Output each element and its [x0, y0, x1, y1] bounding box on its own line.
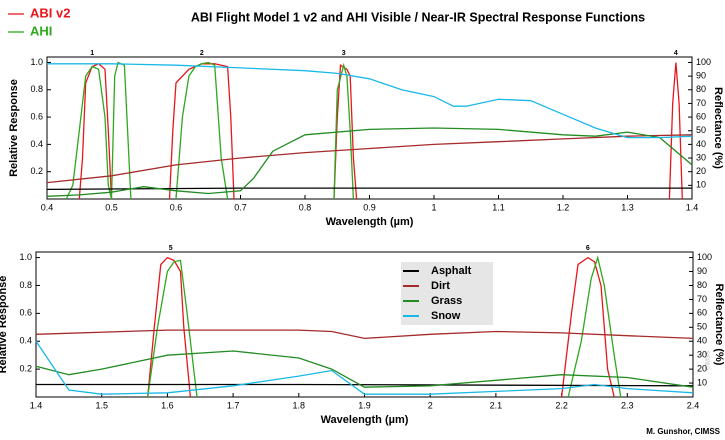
x-tick-label: 1.8: [293, 400, 306, 410]
chart-title: ABI Flight Model 1 v2 and AHI Visible / …: [191, 10, 645, 24]
y-tick-label: 0.2: [30, 166, 43, 176]
legend-label: ABI v2: [30, 5, 70, 20]
x-tick-label: 0.7: [234, 202, 247, 212]
series-line: [46, 187, 692, 191]
x-tick-label: 2.4: [687, 400, 700, 410]
legend-label: AHI: [30, 23, 52, 38]
x-tick-label: 1.9: [358, 400, 371, 410]
series-line: [46, 127, 693, 197]
series-line: [147, 256, 192, 398]
series-line: [78, 63, 113, 200]
y2-tick-label: 50: [696, 125, 706, 135]
legend-label: Grass: [431, 295, 462, 307]
y2-tick-label: 100: [697, 252, 712, 262]
y2-tick-label: 50: [697, 322, 707, 332]
y-tick-label: 0.8: [19, 280, 32, 290]
x-tick-label: 0.8: [299, 202, 312, 212]
x-axis-label: Wavelength (µm): [326, 216, 414, 228]
series-line: [35, 350, 694, 388]
x-tick-label: 0.4: [41, 202, 54, 212]
x-tick-label: 1.5: [95, 400, 108, 410]
series-line: [65, 65, 113, 200]
x-tick-label: 1.4: [30, 400, 43, 410]
y-axis-label: Relative Response: [8, 79, 20, 177]
band-number: 5: [169, 245, 173, 252]
y2-axis-label: Reflectance (%): [713, 284, 725, 366]
series-line: [35, 329, 694, 340]
x-tick-label: 1.1: [492, 202, 505, 212]
y2-tick-label: 20: [696, 166, 706, 176]
series-line: [668, 62, 683, 200]
y2-tick-label: 30: [696, 152, 706, 162]
x-tick-label: 2: [428, 400, 433, 410]
series-line: [47, 63, 693, 139]
series-line: [333, 64, 358, 200]
series-line: [35, 340, 694, 395]
x-tick-label: 1.6: [161, 400, 174, 410]
y-tick-label: 0.4: [30, 139, 43, 149]
band-number: 2: [200, 50, 204, 57]
x-tick-label: 0.5: [105, 202, 118, 212]
x-tick-label: 2.2: [555, 400, 568, 410]
y2-tick-label: 90: [696, 70, 706, 80]
y2-tick-label: 100: [696, 57, 711, 67]
y-axis-label: Relative Response: [0, 276, 9, 374]
y2-tick-label: 80: [696, 84, 706, 94]
band-number: 3: [342, 50, 346, 57]
x-tick-label: 1.3: [621, 202, 634, 212]
y2-tick-label: 80: [697, 280, 707, 290]
y-tick-label: 0.6: [19, 308, 32, 318]
x-tick-label: 1: [431, 202, 436, 212]
x-tick-label: 1.4: [686, 202, 699, 212]
x-tick-label: 2.3: [621, 400, 634, 410]
legend-label: Asphalt: [431, 265, 472, 277]
series-line: [333, 62, 355, 200]
series-line: [175, 61, 229, 200]
y2-tick-label: 40: [697, 336, 707, 346]
y-tick-label: 1.0: [19, 252, 32, 262]
series-line: [560, 256, 615, 398]
x-tick-label: 1.2: [557, 202, 570, 212]
y2-axis-label: Reflectance (%): [712, 87, 724, 169]
y2-tick-label: 30: [697, 350, 707, 360]
credit: M. Gunshor, CIMSS: [646, 427, 720, 436]
legend-label: Snow: [431, 310, 461, 322]
legend-box: [401, 262, 493, 325]
y-tick-label: 0.2: [19, 363, 32, 373]
y-tick-label: 1.0: [30, 57, 43, 67]
y2-tick-label: 70: [697, 294, 707, 304]
y2-tick-label: 10: [696, 180, 706, 190]
watermark: CIMSS: [706, 351, 712, 370]
band-number: 4: [674, 50, 678, 57]
series-line: [147, 259, 198, 398]
y2-tick-label: 20: [697, 363, 707, 373]
x-tick-label: 0.9: [363, 202, 376, 212]
y-tick-label: 0.8: [30, 84, 43, 94]
x-tick-label: 0.6: [170, 202, 183, 212]
x-axis-label: Wavelength (µm): [321, 414, 409, 426]
y2-tick-label: 40: [696, 139, 706, 149]
series-line: [46, 134, 693, 184]
band-number: 1: [90, 50, 94, 57]
y-tick-label: 0.4: [19, 336, 32, 346]
plot-area: [35, 251, 694, 398]
band-number: 6: [586, 245, 590, 252]
series-line: [567, 255, 622, 398]
y-tick-label: 0.6: [30, 111, 43, 121]
y2-tick-label: 60: [696, 111, 706, 121]
y2-tick-label: 70: [696, 98, 706, 108]
y2-tick-label: 10: [697, 377, 707, 387]
x-tick-label: 1.7: [227, 400, 240, 410]
x-tick-label: 2.1: [490, 400, 503, 410]
y2-tick-label: 90: [697, 266, 707, 276]
series-line: [36, 383, 694, 387]
legend-label: Dirt: [431, 280, 450, 292]
y2-tick-label: 60: [697, 308, 707, 318]
series-line: [110, 61, 132, 200]
